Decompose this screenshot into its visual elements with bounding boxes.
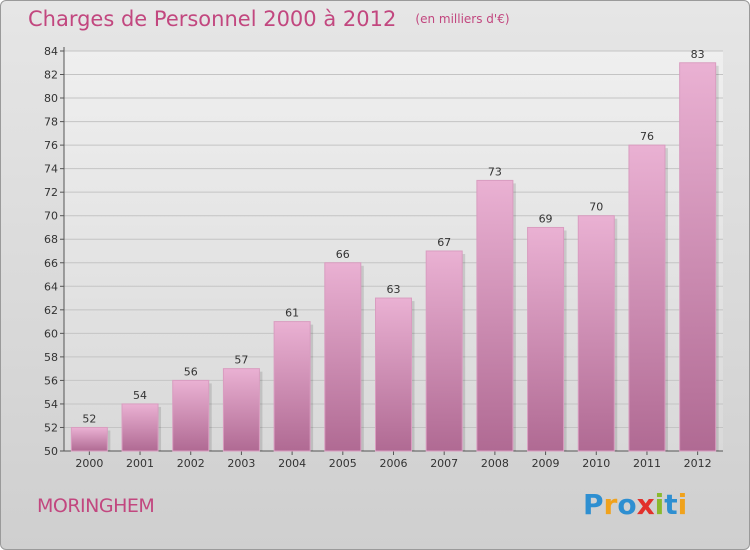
data-label: 52	[82, 412, 96, 425]
y-tick-label: 74	[44, 163, 58, 176]
bar[interactable]	[121, 403, 159, 452]
bar[interactable]	[222, 368, 260, 452]
y-tick-label: 56	[44, 374, 58, 387]
logo-letter: i	[677, 488, 688, 521]
y-tick-label: 68	[44, 233, 58, 246]
y-tick-label: 62	[44, 304, 58, 317]
y-tick-label: 82	[44, 69, 58, 82]
x-tick-label: 2006	[380, 457, 408, 470]
bar[interactable]	[425, 250, 463, 452]
data-label: 76	[640, 130, 654, 143]
bar[interactable]	[527, 226, 565, 452]
x-tick-label: 2003	[227, 457, 255, 470]
data-label: 63	[387, 283, 401, 296]
axes: 50 52 54 56 58 60 62 64 66 68 70 72 74 76 78 80 82 84 2000…	[44, 45, 723, 470]
y-tick-label: 50	[44, 445, 58, 458]
y-tick-label: 76	[44, 139, 58, 152]
data-label: 56	[184, 365, 198, 378]
x-tick-label: 2011	[633, 457, 661, 470]
y-tick-label: 58	[44, 351, 58, 364]
x-tick-label: 2002	[177, 457, 205, 470]
bar[interactable]	[375, 297, 412, 452]
bar[interactable]	[70, 426, 108, 452]
data-labels: 52 54 56 57 61 66 63 67 73 69 70 76 83	[82, 48, 704, 426]
bar[interactable]	[679, 62, 717, 452]
x-tick-label: 2010	[582, 457, 610, 470]
y-tick-label: 80	[44, 92, 58, 105]
x-tick-label: 2012	[684, 457, 712, 470]
bars	[70, 62, 719, 452]
bar[interactable]	[476, 179, 514, 452]
y-tick-label: 66	[44, 257, 58, 270]
data-label: 61	[285, 307, 299, 320]
bar[interactable]	[628, 144, 666, 452]
y-tick-label: 84	[44, 45, 58, 58]
x-tick-label: 2004	[278, 457, 306, 470]
x-tick-label: 2000	[75, 457, 103, 470]
logo-letter: r	[603, 488, 618, 521]
bar[interactable]	[273, 321, 311, 452]
data-label: 54	[133, 389, 147, 402]
logo-letter: x	[636, 488, 655, 521]
data-label: 67	[437, 236, 451, 249]
x-tick-label: 2005	[329, 457, 357, 470]
y-tick-label: 72	[44, 186, 58, 199]
title-row: Charges de Personnel 2000 à 2012 (en mil…	[28, 7, 510, 31]
x-tick-label: 2001	[126, 457, 154, 470]
y-tick-label: 78	[44, 116, 58, 129]
logo-letter: o	[617, 488, 637, 521]
chart-unit: (en milliers d'€)	[415, 12, 510, 26]
commune-name: MORINGHEM	[37, 495, 155, 517]
logo-letter: P	[583, 488, 604, 521]
data-label: 66	[336, 248, 350, 261]
x-tick-label: 2007	[430, 457, 458, 470]
y-tick-label: 60	[44, 327, 58, 340]
data-label: 57	[234, 354, 248, 367]
y-tick-label: 54	[44, 398, 58, 411]
logo-letter: i	[654, 488, 665, 521]
data-label: 83	[691, 48, 705, 61]
y-tick-label: 52	[44, 421, 58, 434]
y-tick-label: 64	[44, 280, 58, 293]
x-tick-label: 2008	[481, 457, 509, 470]
chart-title: Charges de Personnel 2000 à 2012	[28, 7, 397, 31]
bar[interactable]	[172, 379, 210, 452]
x-tick-label: 2009	[532, 457, 560, 470]
data-label: 69	[539, 212, 553, 225]
bar[interactable]	[324, 262, 362, 452]
data-label: 73	[488, 165, 502, 178]
bar[interactable]	[577, 215, 615, 452]
proxiti-logo[interactable]: Proxiti	[583, 488, 687, 521]
y-tick-label: 70	[44, 210, 58, 223]
data-label: 70	[589, 201, 603, 214]
logo-letter: t	[664, 488, 678, 521]
